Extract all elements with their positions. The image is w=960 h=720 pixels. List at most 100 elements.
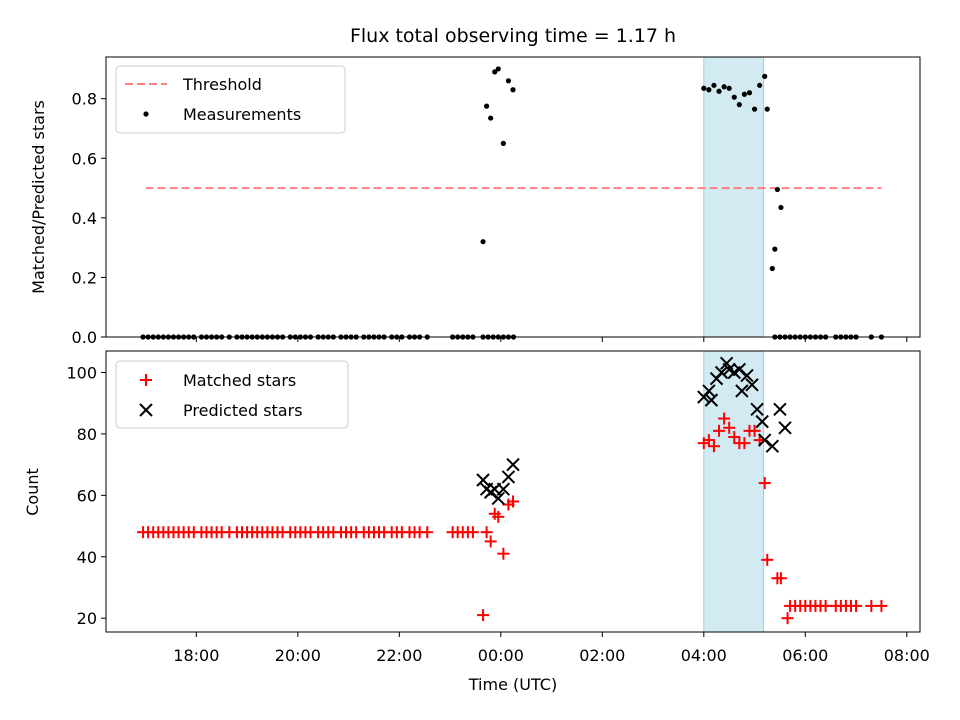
top-measurements-point [484,103,490,109]
bottom-predicted-stars-point [506,457,520,472]
bottom-matched-stars-point [875,599,888,612]
top-measurements-point [492,69,498,75]
bottom-matched-stars-point [497,547,510,560]
top-measurements-point [769,265,775,272]
top-measurements-point [741,91,748,97]
top-measurements-point [762,73,768,79]
top-y-tick-label: 0.4 [72,209,97,228]
bottom-matched-stars-point [718,412,731,425]
bottom-matched-stars-point [758,477,771,490]
bottom-predicted-stars-point [735,384,749,398]
legend-matched-label: Matched stars [183,371,296,390]
bottom-predicted-stars-point [755,414,769,429]
bottom-predicted-stars-point [496,482,511,496]
top-y-axis-label: Matched/Predicted stars [29,100,48,294]
x-tick-label: 06:00 [782,646,828,665]
bottom-matched-stars-point [761,553,774,566]
x-tick-label: 22:00 [376,646,422,665]
bottom-matched-stars-point [723,421,736,434]
top-panel: 0.0 0.2 0.4 0.6 0.8 [72,56,921,347]
top-measurements-point [716,88,722,94]
top-measurements-point [774,186,780,193]
bottom-axes-frame [105,350,921,633]
legend-measurements-swatch [143,111,149,117]
bottom-predicted-stars-point [750,402,764,417]
bottom-predicted-stars-point [714,365,729,380]
top-shaded-span [703,56,765,338]
x-axis-label: Time (UTC) [468,675,557,694]
chart-title: Flux total observing time = 1.17 h [350,25,676,47]
x-tick-label: 04:00 [681,646,727,665]
bottom-matched-stars-point [781,612,794,625]
bottom-predicted-stars-point [476,473,490,487]
top-measurements-point [488,115,494,121]
bottom-matched-stars-point [707,440,720,453]
top-measurements-point [711,82,717,88]
x-tick-label: 08:00 [884,646,930,665]
bottom-matched-stars-point [738,437,751,450]
bottom-shaded-span [703,350,765,633]
top-measurements-point [706,87,712,93]
top-measurements-point [500,140,506,146]
bottom-matched-stars-point [865,599,878,612]
bottom-matched-stars-point [477,609,490,622]
bottom-y-tick-label: 40 [77,548,97,567]
bottom-predicted-stars-point [745,378,759,392]
x-tick-label: 00:00 [478,646,524,665]
bottom-matched-stars-point [774,572,787,585]
bottom-y-axis-label: Count [23,468,42,516]
legend-measurements-label: Measurements [183,105,301,124]
bottom-matched-stars-point [492,510,505,523]
top-measurements-point [731,94,737,100]
bottom-predicted-stars-point [778,421,792,435]
bottom-predicted-stars-point [501,470,516,484]
top-legend-frame [115,65,346,134]
bottom-matched-stars-point [819,599,832,612]
bottom-matched-stars-point [421,526,434,539]
bottom-legend: Matched stars Predicted stars [115,360,349,429]
bottom-matched-stars-point [507,495,519,508]
top-y-tick-label: 0.6 [72,149,97,168]
bottom-matched-stars-point [484,535,497,548]
top-measurements-point [751,106,758,112]
legend-matched-swatch [140,374,152,386]
top-measurements-point [721,84,727,90]
bottom-predicted-stars-point [704,393,719,407]
legend-threshold-label: Threshold [182,75,262,94]
bottom-y-tick-label: 100 [66,363,97,382]
bottom-predicted-stars-point [765,439,780,453]
top-measurements-point [510,87,516,93]
top-measurements-point [480,239,486,245]
bottom-predicted-stars-point [491,491,505,506]
bottom-y-tick-label: 80 [77,425,97,444]
bottom-matched-stars-point [480,526,493,539]
bottom-predicted-stars-point [758,433,772,447]
top-measurements-point [495,66,501,72]
top-measurements-point [746,90,753,96]
bottom-predicted-stars-point [740,368,754,383]
top-y-tick-label: 0.8 [72,90,97,109]
bottom-matched-stars-point [702,434,715,447]
x-tick-label: 02:00 [579,646,625,665]
top-y-tick-label: 0.0 [72,328,97,347]
legend-predicted-swatch [139,403,153,417]
bottom-matched-stars-point [713,424,726,437]
bottom-y-tick-label: 20 [77,609,97,628]
top-axes-frame [105,56,921,338]
bottom-legend-frame [115,360,349,429]
bottom-matched-stars-point [466,526,479,539]
x-tick-label: 18:00 [173,646,219,665]
top-measurements-point [701,85,707,91]
bottom-predicted-stars-point [732,362,747,377]
legend-predicted-label: Predicted stars [183,401,303,420]
bottom-matched-stars-point [728,430,741,443]
bottom-y-tick-label: 60 [77,486,97,505]
top-measurements-point [764,106,770,112]
bottom-matched-stars-point [748,424,761,437]
top-measurements-point [505,78,512,84]
top-legend: Threshold Measurements [115,65,346,134]
x-tick-label: 20:00 [275,646,321,665]
bottom-matched-stars-point [850,599,863,612]
top-measurements-point [757,82,763,88]
